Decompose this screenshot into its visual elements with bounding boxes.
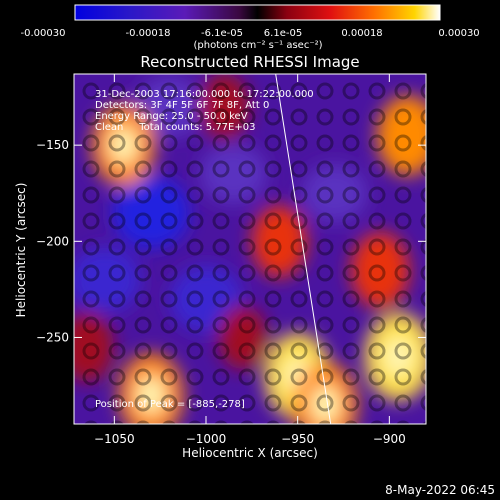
x-tick-label: −900 bbox=[373, 432, 406, 446]
footer-timestamp: 8-May-2022 06:45 bbox=[385, 483, 495, 497]
colorbar-units: (photons cm⁻² s⁻¹ asec⁻²) bbox=[193, 40, 322, 51]
y-axis-label: Heliocentric Y (arcsec) bbox=[14, 183, 28, 318]
limb-line bbox=[275, 74, 332, 424]
y-tick-label: −250 bbox=[36, 330, 69, 344]
colorbar-tick-label: -0.00018 bbox=[126, 28, 171, 39]
x-axis-label: Heliocentric X (arcsec) bbox=[182, 446, 318, 460]
colorbar-tick-label: 6.1e-05 bbox=[264, 28, 302, 39]
annotation-clean: Clean Total counts: 5.77E+03 bbox=[95, 122, 255, 133]
annotation-energy: Energy Range: 25.0 - 50.0 keV bbox=[95, 111, 248, 122]
y-tick-label: −200 bbox=[36, 234, 69, 248]
annotation-detectors: Detectors: 3F 4F 5F 6F 7F 8F, Att 0 bbox=[95, 100, 269, 111]
x-tick-label: −1050 bbox=[94, 432, 135, 446]
colorbar-tick-label: 0.00018 bbox=[341, 28, 382, 39]
colorbar-tick-label: -6.1e-05 bbox=[201, 28, 243, 39]
annotation-peak: Position of Peak = [-885,-278] bbox=[95, 399, 245, 410]
colorbar-tick-label: -0.00030 bbox=[21, 28, 66, 39]
x-tick-label: −950 bbox=[281, 432, 314, 446]
y-tick-label: −150 bbox=[36, 138, 69, 152]
annotation-time: 31-Dec-2003 17:16:00.000 to 17:22:00.000 bbox=[95, 89, 314, 100]
colorbar bbox=[74, 4, 441, 21]
x-tick-label: −1000 bbox=[186, 432, 227, 446]
colorbar-tick-label: 0.00030 bbox=[438, 28, 479, 39]
axis-ticks: −1050 −1000 −950 −900 −150 −200 −250 bbox=[36, 74, 426, 446]
chart-title: Reconstructed RHESSI Image bbox=[140, 53, 359, 71]
colorbar-ticks: -0.00030 -0.00018 -6.1e-05 6.1e-05 0.00018 0.… bbox=[21, 28, 480, 39]
plot-frame bbox=[73, 73, 427, 425]
